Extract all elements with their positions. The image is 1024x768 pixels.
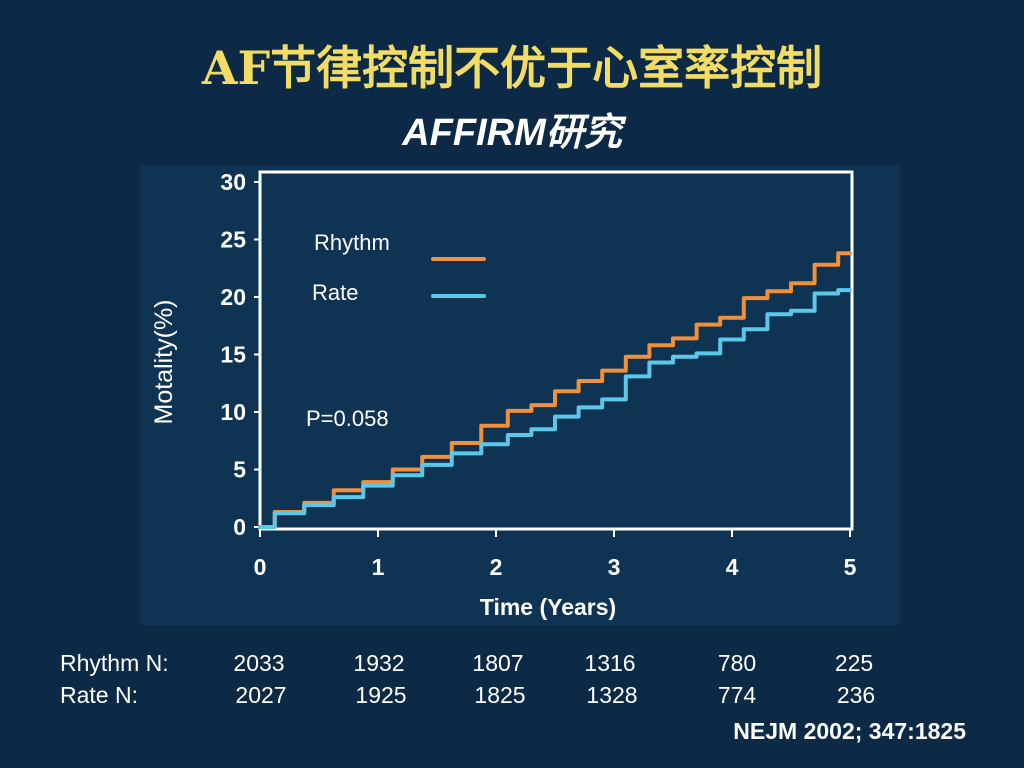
n-row-label: Rhythm N: — [60, 650, 169, 676]
plot-frame — [258, 170, 854, 531]
y-tick-label: 5 — [233, 457, 246, 483]
slide-subtitle: AFFIRM研究 — [402, 112, 622, 154]
slide-title: AF节律控制不优于心室率控制 — [201, 41, 823, 95]
y-tick-label: 20 — [220, 284, 246, 310]
x-axis-label: Time (Years) — [480, 594, 616, 620]
n-value: 225 — [834, 650, 874, 676]
n-row-label: Rate N: — [60, 682, 138, 708]
p-value-annotation: P=0.058 — [306, 406, 389, 431]
n-value: 2033 — [233, 650, 285, 676]
n-value: 780 — [717, 650, 757, 676]
x-tick-label: 1 — [372, 554, 385, 580]
y-axis-label: Motality(%) — [150, 299, 178, 424]
legend-label: Rate — [312, 280, 358, 305]
n-value: 1316 — [584, 650, 636, 676]
x-tick-label: 4 — [726, 554, 739, 580]
x-tick-label: 0 — [254, 554, 267, 580]
x-tick-label: 3 — [608, 554, 621, 580]
chart-panel — [140, 165, 900, 625]
n-value: 1925 — [355, 682, 407, 708]
n-value: 1932 — [353, 650, 405, 676]
y-tick-label: 10 — [220, 399, 246, 425]
x-tick-label: 5 — [844, 554, 857, 580]
n-value: 236 — [836, 682, 876, 708]
y-tick-label: 25 — [220, 227, 246, 253]
y-tick-label: 30 — [220, 169, 246, 195]
y-tick-label: 15 — [220, 342, 246, 368]
n-row-rhythm: Rhythm N: 2033 1932 1807 1316 780 225 — [60, 650, 960, 682]
citation: NEJM 2002; 347:1825 — [733, 718, 966, 744]
n-value: 1807 — [472, 650, 524, 676]
numbers-at-risk-table: Rhythm N: 2033 1932 1807 1316 780 225 Ra… — [60, 650, 960, 714]
n-value: 2027 — [235, 682, 287, 708]
legend-label: Rhythm — [314, 230, 390, 255]
n-row-rate: Rate N: 2027 1925 1825 1328 774 236 — [60, 682, 960, 714]
series-line-rate — [258, 288, 852, 529]
n-value: 774 — [717, 682, 757, 708]
x-tick-label: 2 — [490, 554, 503, 580]
n-value: 1328 — [586, 682, 638, 708]
n-value: 1825 — [474, 682, 526, 708]
y-tick-label: 0 — [233, 514, 246, 540]
series-line-rhythm — [258, 251, 852, 529]
